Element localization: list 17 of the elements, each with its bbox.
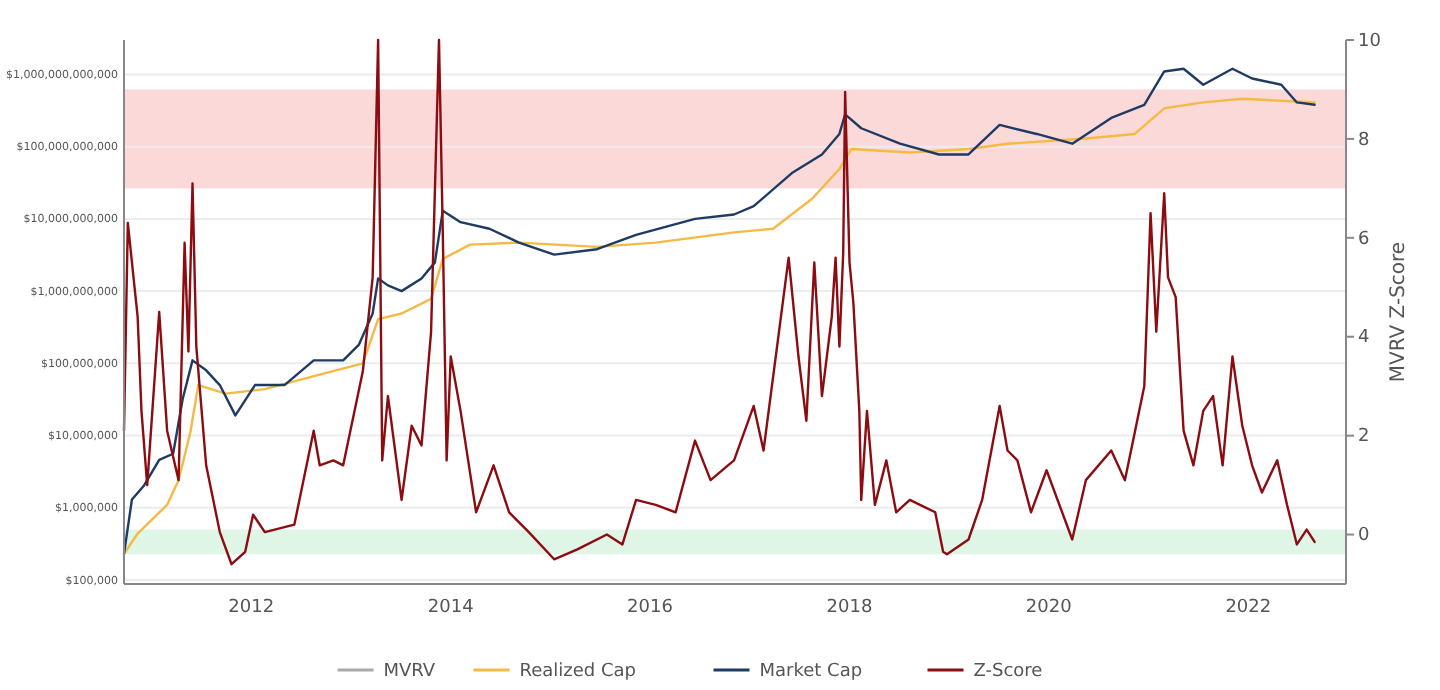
y2-tick-label: 8 [1358,130,1370,151]
x-tick-label: 2016 [627,598,674,618]
y2-tick-label: 4 [1358,328,1370,349]
y2-tick-label: 0 [1358,526,1370,547]
x-tick-label: 2014 [427,598,475,618]
y2-axis-title: MVRV Z-Score [1388,241,1410,383]
y2-tick-label: 2 [1358,427,1370,448]
y2-tick-label: 10 [1358,31,1382,52]
legend-label: Realized Cap [519,661,637,682]
x-tick-label: 2012 [228,598,275,618]
x-tick-label: 2020 [1025,598,1073,618]
legend-label: MVRV [383,661,437,682]
x-tick-label: 2018 [826,598,873,618]
legend-label: Market Cap [759,661,863,682]
x-tick-label: 2022 [1225,598,1272,618]
y2-tick-label: 6 [1358,229,1370,250]
legend-label: Z-Score [973,661,1044,682]
